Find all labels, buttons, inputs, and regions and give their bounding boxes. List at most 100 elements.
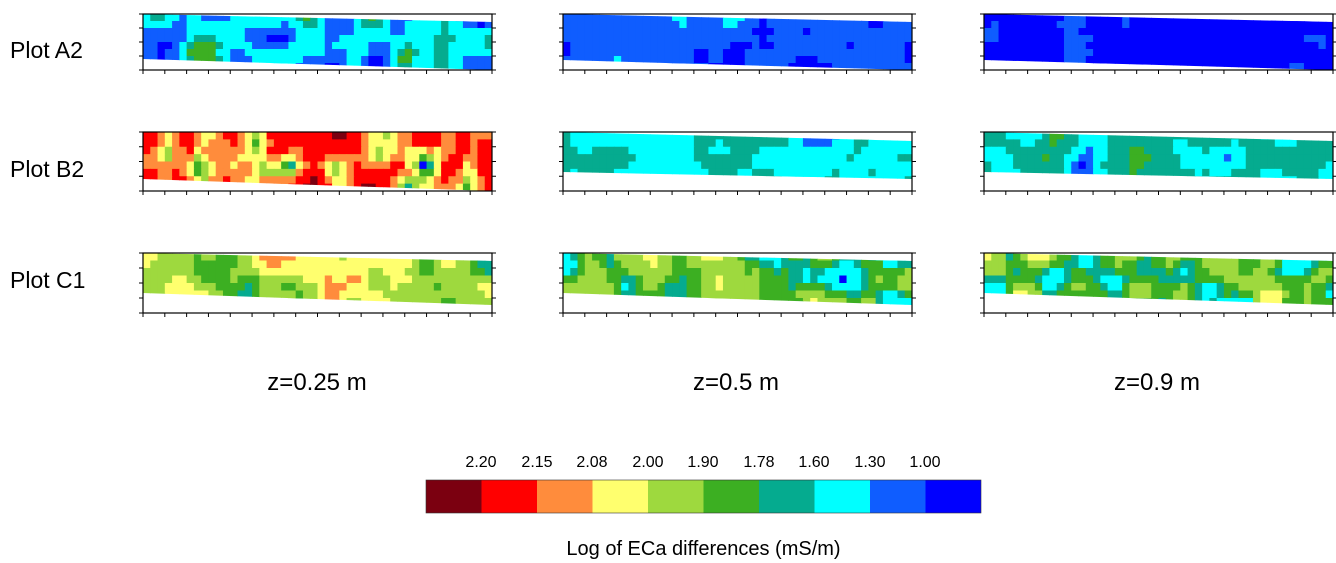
heatmap-cell (708, 260, 717, 269)
heatmap-cell (570, 253, 579, 262)
heatmap-cell (694, 306, 702, 314)
heatmap-cell (1296, 146, 1305, 155)
heatmap-cell (1049, 298, 1058, 305)
heatmap-cell (281, 21, 290, 29)
heatmap-cell (186, 253, 195, 262)
heatmap-cell (339, 49, 348, 57)
heatmap-cell (832, 35, 840, 43)
heatmap-cell (773, 298, 782, 305)
heatmap-cell (788, 161, 797, 170)
heatmap-cell (1282, 306, 1290, 314)
heatmap-cell (875, 146, 884, 155)
heatmap-cell (1325, 63, 1333, 70)
colorbar-bin (870, 480, 926, 513)
heatmap-cell (715, 290, 724, 299)
heatmap-cell (1289, 268, 1298, 277)
heatmap-cell (368, 21, 377, 29)
heatmap-cell (599, 298, 608, 305)
heatmap-cell (426, 139, 435, 148)
heatmap-cell (172, 132, 180, 140)
heatmap-cell (412, 49, 420, 57)
heatmap-cell (701, 260, 710, 269)
heatmap-cell (701, 154, 710, 163)
heatmap-cell (578, 306, 586, 314)
heatmap-cell (868, 306, 876, 314)
heatmap-cell (222, 283, 231, 292)
heatmap-cell (904, 56, 912, 64)
heatmap-cell (332, 268, 340, 277)
heatmap-cell (832, 298, 840, 305)
heatmap-cell (1311, 63, 1320, 70)
heatmap-cell (752, 298, 760, 305)
heatmap-cell (368, 14, 377, 22)
heatmap-cell (426, 268, 435, 277)
heatmap-cell (1282, 21, 1290, 29)
heatmap-cell (679, 146, 688, 155)
heatmap-cell (288, 154, 297, 163)
heatmap-cell (1231, 260, 1240, 269)
heatmap-cell (426, 14, 435, 22)
heatmap-cell (201, 21, 210, 29)
heatmap-cell (1151, 28, 1160, 36)
heatmap-cell (861, 154, 869, 163)
heatmap-cell (368, 260, 377, 269)
heatmap-cell (361, 260, 369, 269)
heatmap-cell (273, 139, 282, 148)
heatmap-cell (1151, 154, 1160, 163)
heatmap-cell (208, 298, 217, 305)
heatmap-cell (193, 283, 202, 292)
heatmap-cell (642, 283, 651, 292)
heatmap-cell (201, 290, 210, 299)
heatmap-cell (781, 21, 789, 29)
heatmap-cell (1151, 14, 1160, 22)
heatmap-cell (998, 35, 1007, 43)
heatmap-cell (577, 146, 586, 155)
heatmap-cell (419, 275, 428, 284)
heatmap-cell (1260, 139, 1269, 148)
heatmap-cell (802, 35, 811, 43)
heatmap-cell (657, 275, 666, 284)
heatmap-cell (353, 168, 362, 177)
heatmap-cell (244, 35, 253, 43)
heatmap-cell (1245, 56, 1254, 64)
heatmap-cell (208, 268, 217, 277)
heatmap-cell (1071, 275, 1080, 284)
heatmap-cell (375, 161, 384, 170)
heatmap-cell (752, 268, 760, 277)
heatmap-cell (766, 49, 775, 57)
heatmap-cell (470, 56, 479, 64)
heatmap-cell (861, 63, 869, 70)
heatmap-cell (1209, 290, 1218, 299)
heatmap-cell (635, 260, 644, 269)
heatmap-cell (1268, 306, 1276, 314)
heatmap-cell (998, 28, 1007, 36)
heatmap-cell (1049, 42, 1058, 50)
heatmap-cell (824, 49, 833, 57)
heatmap-cell (635, 283, 644, 292)
heatmap-cell (193, 161, 202, 170)
heatmap-cell (817, 139, 826, 148)
heatmap-cell (599, 268, 608, 277)
heatmap-cell (368, 176, 377, 185)
heatmap-cell (324, 275, 333, 284)
heatmap-cell (1027, 14, 1036, 22)
heatmap-cell (172, 21, 180, 29)
heatmap-cell (1107, 146, 1116, 155)
heatmap-cell (1274, 49, 1283, 57)
heatmap-cell (1005, 21, 1014, 29)
heatmap-cell (991, 290, 1000, 299)
heatmap-cell (1114, 260, 1123, 269)
heatmap-cell (1187, 42, 1196, 50)
heatmap-cell (584, 49, 593, 57)
heatmap-cell (657, 14, 666, 22)
heatmap-cell (861, 283, 869, 292)
heatmap-cell (1034, 283, 1043, 292)
heatmap-cell (397, 183, 406, 191)
heatmap-cell (1107, 168, 1116, 177)
heatmap-cell (635, 21, 644, 29)
heatmap-cell (897, 28, 906, 36)
heatmap-cell (1303, 14, 1312, 22)
heatmap-cell (1034, 132, 1043, 140)
heatmap-cell (635, 154, 644, 163)
heatmap-cell (230, 28, 239, 36)
